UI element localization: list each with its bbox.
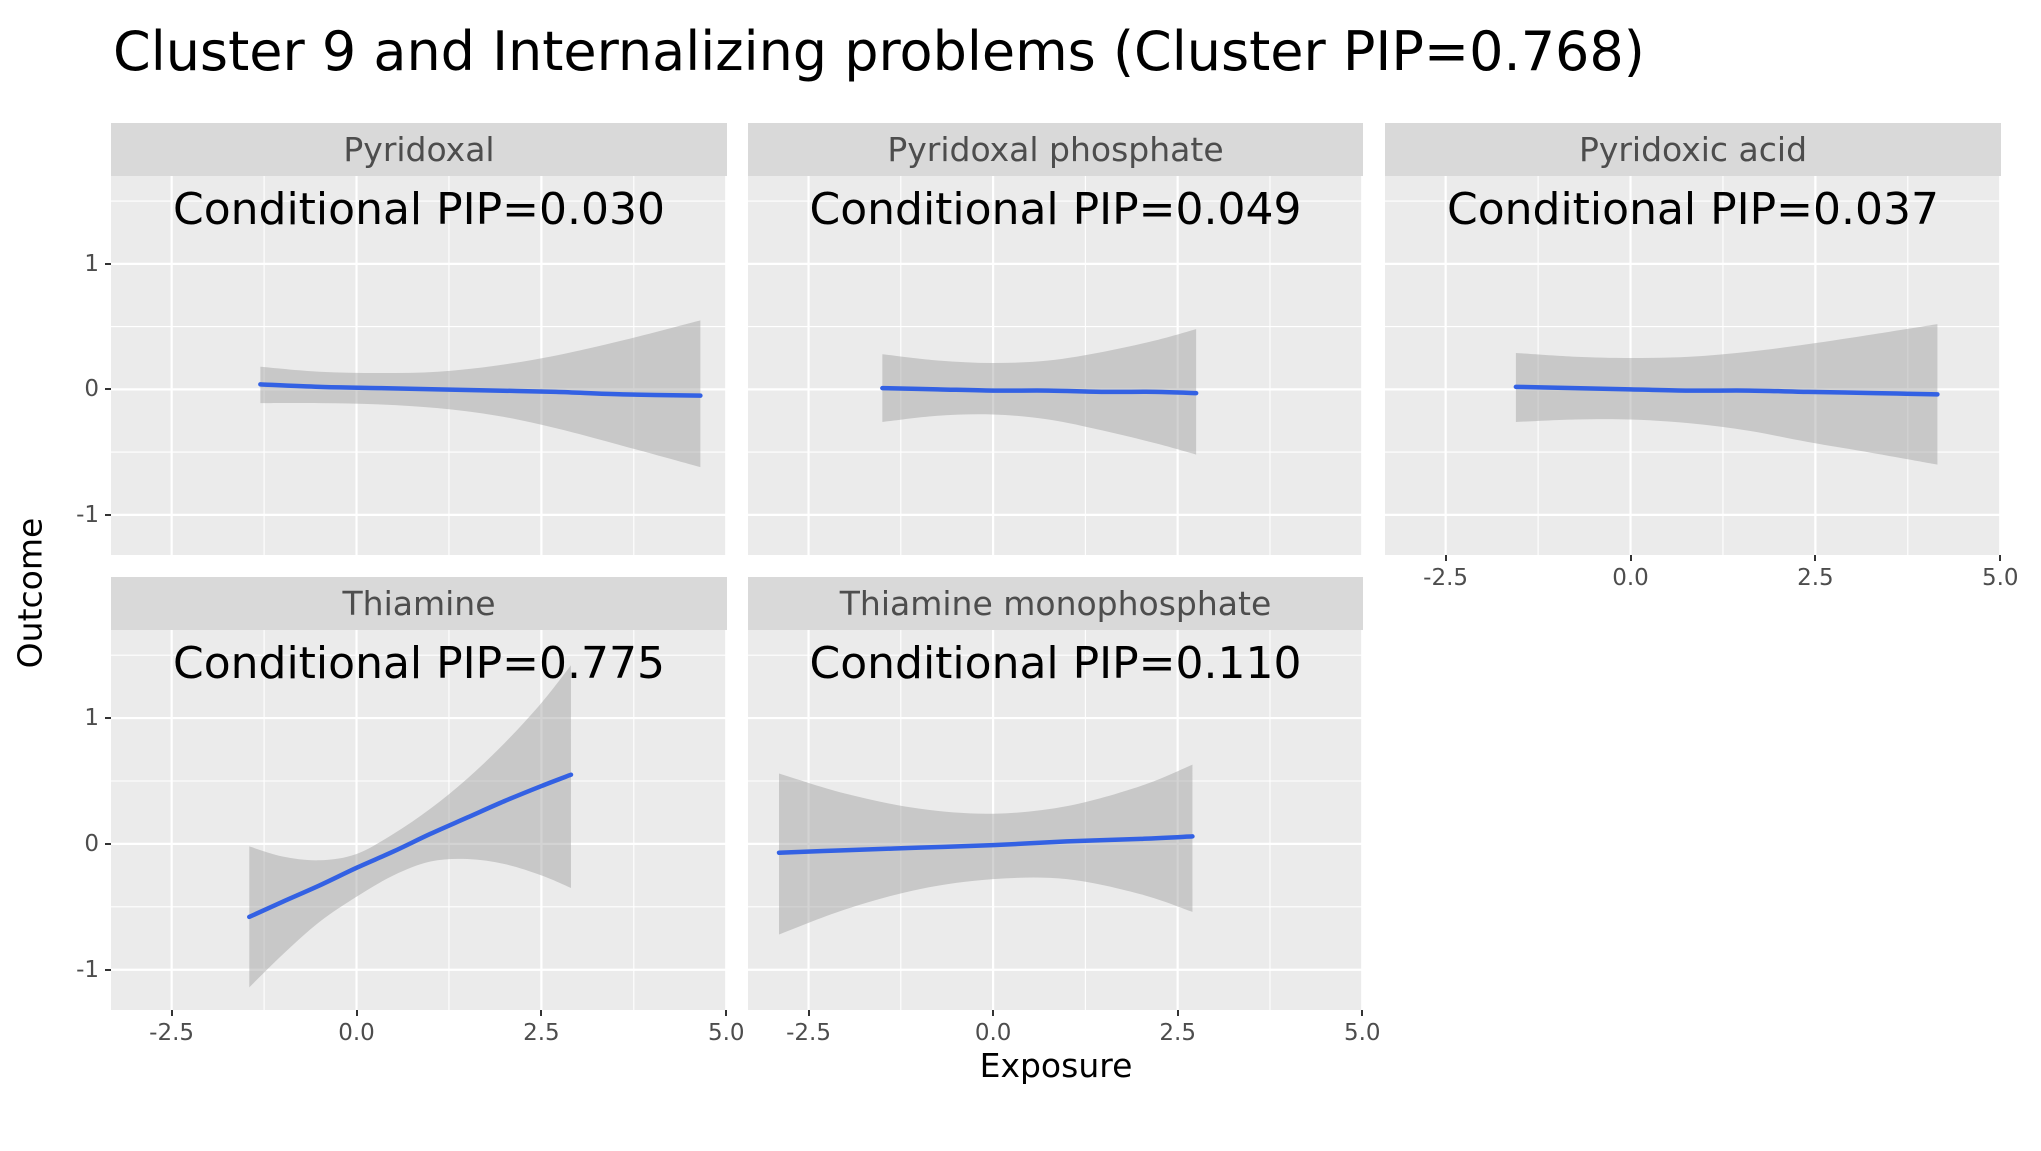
facet-strip: Pyridoxic acid (1385, 123, 2001, 176)
regression-line (1513, 384, 1940, 397)
plot-area-thiamine-monophosphate (748, 630, 1363, 1010)
chart-title: Cluster 9 and Internalizing problems (Cl… (113, 20, 1645, 83)
x-tick-label: 5.0 (1981, 565, 2019, 591)
x-tick-mark (1629, 555, 1632, 561)
regression-line (258, 382, 703, 398)
y-tick-label: -1 (76, 501, 99, 528)
facet-title: Pyridoxic acid (1578, 130, 1808, 169)
x-tick-label: 2.5 (1797, 565, 1834, 591)
x-tick-label: 5.0 (1343, 1020, 1381, 1046)
regression-line (247, 772, 574, 920)
x-tick-mark (1444, 555, 1447, 561)
x-tick-label: -2.5 (1423, 565, 1469, 591)
facet-strip: Pyridoxal (111, 123, 727, 176)
conditional-pip-label: Conditional PIP=0.110 (809, 638, 1302, 689)
x-tick-label: 0.0 (974, 1020, 1012, 1046)
plot-area-pyridoxal (111, 176, 727, 555)
y-tick-mark (105, 968, 111, 971)
x-tick-mark (170, 1010, 173, 1016)
conditional-pip-label: Conditional PIP=0.049 (809, 184, 1302, 235)
x-tick-label: -2.5 (149, 1020, 195, 1046)
facet-title: Pyridoxal (343, 130, 495, 169)
x-tick-label: -2.5 (786, 1020, 831, 1046)
y-tick-label: -1 (76, 956, 99, 983)
conditional-pip-label: Conditional PIP=0.775 (172, 638, 665, 689)
x-tick-mark (1361, 1010, 1364, 1016)
x-tick-label: 0.0 (338, 1020, 375, 1046)
x-tick-mark (1814, 555, 1817, 561)
panel-background (748, 630, 1363, 1010)
confidence-ribbon (260, 320, 701, 468)
panel-background (748, 176, 1363, 555)
x-axis-title: Exposure (979, 1046, 1133, 1085)
confidence-ribbon (249, 665, 571, 988)
conditional-pip-label: Conditional PIP=0.037 (1446, 184, 1939, 235)
x-tick-label: 2.5 (1159, 1020, 1196, 1046)
plot-area-pyridoxal-phosphate (748, 176, 1363, 555)
x-tick-mark (807, 1010, 810, 1016)
x-tick-mark (725, 1010, 728, 1016)
y-tick-label: 0 (84, 830, 99, 857)
x-tick-mark (540, 1010, 543, 1016)
x-tick-label: 0.0 (1612, 565, 1649, 591)
facet-strip: Thiamine (111, 577, 727, 630)
conditional-pip-label: Conditional PIP=0.030 (172, 184, 665, 235)
confidence-ribbon (1515, 324, 1938, 465)
x-tick-label: 5.0 (707, 1020, 745, 1046)
confidence-ribbon (779, 764, 1193, 935)
x-tick-mark (355, 1010, 358, 1016)
y-tick-mark (105, 717, 111, 720)
x-tick-mark (992, 1010, 995, 1016)
facet-title: Thiamine (342, 584, 496, 623)
x-tick-mark (1176, 1010, 1179, 1016)
plot-area-thiamine (111, 630, 727, 1010)
y-tick-label: 1 (84, 705, 99, 732)
y-tick-label: 1 (84, 250, 99, 277)
y-tick-mark (105, 388, 111, 391)
x-tick-label: 2.5 (523, 1020, 560, 1046)
facet-strip: Thiamine monophosphate (748, 577, 1363, 630)
y-tick-mark (105, 262, 111, 265)
y-tick-label: 0 (84, 376, 99, 403)
regression-line (880, 385, 1199, 396)
y-axis-title: Outcome (10, 517, 50, 669)
y-tick-mark (105, 842, 111, 845)
panel-background (111, 176, 727, 555)
y-tick-mark (105, 513, 111, 516)
facet-strip: Pyridoxal phosphate (748, 123, 1363, 176)
panel-background (111, 630, 727, 1010)
facet-title: Pyridoxal phosphate (887, 130, 1224, 169)
x-tick-mark (1999, 555, 2002, 561)
plot-area-pyridoxic-acid (1385, 176, 2001, 555)
panel-background (1385, 176, 2001, 555)
regression-line (776, 834, 1195, 855)
facet-title: Thiamine monophosphate (839, 584, 1272, 623)
